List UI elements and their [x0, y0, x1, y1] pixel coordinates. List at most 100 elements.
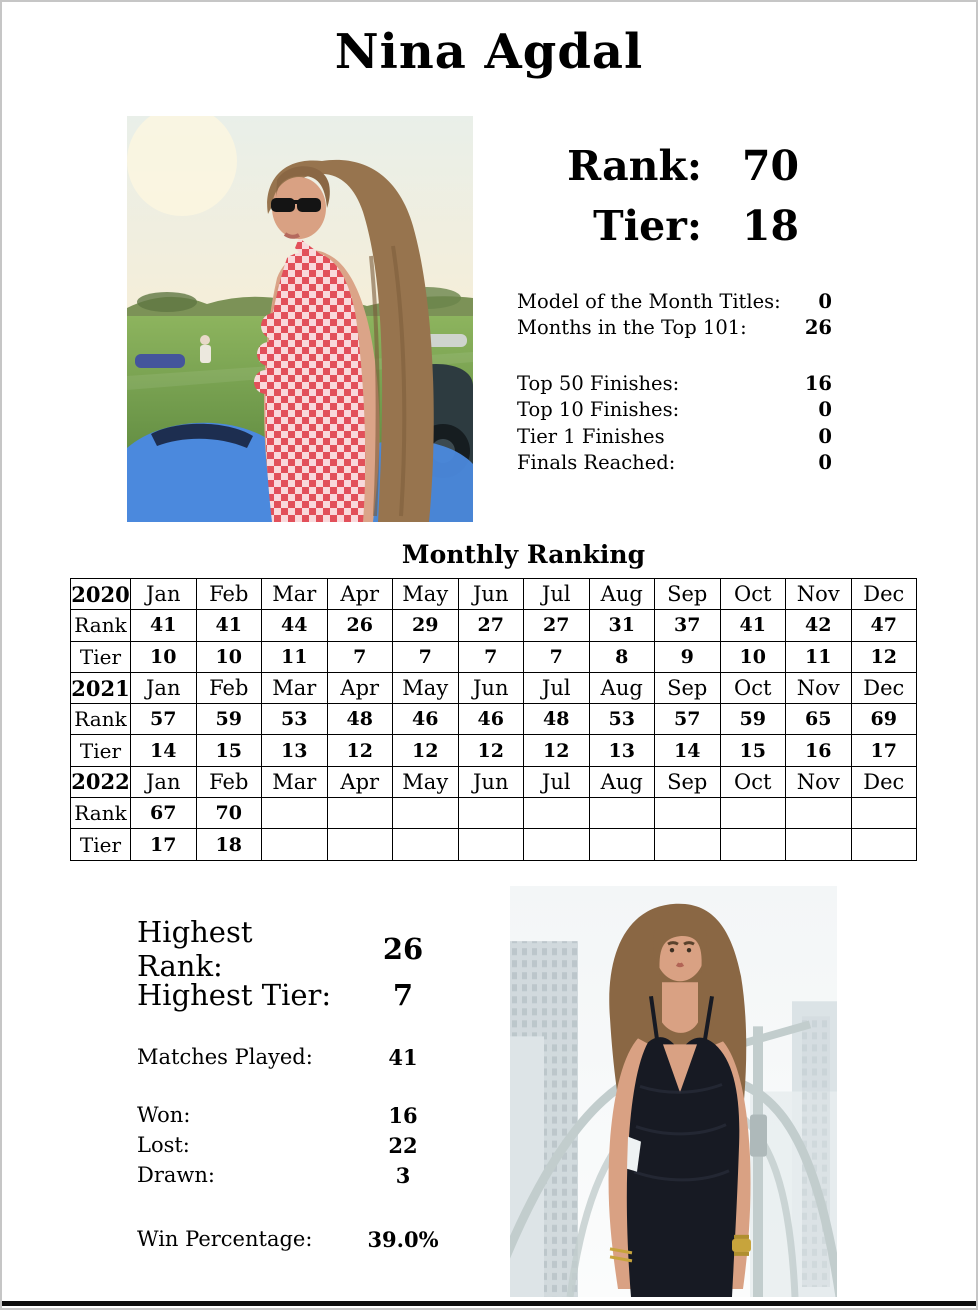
rank-value-cell: 29	[392, 609, 459, 642]
rank-value-cell: 26	[326, 609, 393, 642]
tier-value-cell	[523, 828, 590, 861]
month-cell: Jan	[130, 577, 197, 611]
rank-tier-block: Rank: 70 Tier: 18	[502, 136, 832, 256]
rank-value-cell: 59	[719, 703, 786, 736]
rank-value-cell: 53	[261, 703, 328, 736]
month-cell: Jun	[457, 765, 524, 799]
rank-label-cell: Rank	[70, 703, 131, 736]
rank-value-cell	[392, 797, 459, 830]
stat-label: Model of the Month Titles:	[517, 289, 781, 313]
tier-value-cell: 13	[588, 734, 655, 767]
month-cell: May	[392, 671, 459, 705]
table-row: Rank 67 70	[70, 797, 917, 830]
month-cell: Sep	[654, 577, 721, 611]
summary-stats: Model of the Month Titles: 0 Months in t…	[517, 288, 832, 476]
stat-row-model-of-month: Model of the Month Titles: 0	[517, 288, 832, 315]
spacer	[137, 1072, 459, 1100]
tier-value-cell	[719, 828, 786, 861]
tier-value-cell: 10	[195, 640, 262, 673]
rank-value-cell: 27	[523, 609, 590, 642]
month-cell: Jul	[523, 765, 590, 799]
month-cell: Feb	[195, 765, 262, 799]
right-photo-illustration	[510, 886, 837, 1297]
spacer	[137, 1190, 459, 1224]
rank-value-cell: 44	[261, 609, 328, 642]
month-cell: Jul	[523, 577, 590, 611]
rank-value-cell: 41	[195, 609, 262, 642]
stat-label: Top 10 Finishes:	[517, 398, 680, 422]
left-photo-illustration	[127, 116, 473, 522]
table-row: Tier 14 15 13 12 12 12 12 13 14 15 16 17	[70, 734, 917, 767]
tier-value-cell	[588, 828, 655, 861]
spacer	[517, 341, 832, 370]
stat-row-finals: Finals Reached: 0	[517, 450, 832, 477]
stat-row-months-top-101: Months in the Top 101: 26	[517, 315, 832, 342]
month-cell: Sep	[654, 671, 721, 705]
table-row: 2020 Jan Feb Mar Apr May Jun Jul Aug Sep Oct Nov Dec	[70, 577, 917, 611]
highest-rank-row: Highest Rank: 26	[137, 915, 459, 983]
stat-value: 0	[818, 398, 832, 422]
rank-value-cell: 46	[457, 703, 524, 736]
rank-value-cell: 57	[130, 703, 197, 736]
rank-value-cell	[785, 797, 852, 830]
matches-played-value: 41	[388, 1044, 418, 1070]
table-row: 2021 Jan Feb Mar Apr May Jun Jul Aug Sep Oct Nov Dec	[70, 671, 917, 705]
month-cell: May	[392, 577, 459, 611]
rank-value: 70	[742, 142, 800, 190]
month-cell: Feb	[195, 577, 262, 611]
month-cell: Mar	[261, 765, 328, 799]
rank-value-cell: 41	[130, 609, 197, 642]
month-cell: Nov	[785, 765, 852, 799]
month-cell: Apr	[326, 577, 393, 611]
rank-value-cell: 42	[785, 609, 852, 642]
tier-value: 18	[742, 202, 800, 250]
photo-left	[127, 116, 473, 522]
won-value: 16	[388, 1102, 418, 1128]
month-cell: Nov	[785, 577, 852, 611]
won-label: Won:	[137, 1103, 191, 1127]
monthly-ranking-table-wrap: 2020 Jan Feb Mar Apr May Jun Jul Aug Sep Oct Nov Dec…	[70, 577, 917, 861]
tier-label: Tier:	[593, 202, 702, 250]
won-row: Won: 16	[137, 1100, 459, 1130]
tier-value-cell: 12	[850, 640, 917, 673]
rank-value-cell: 37	[654, 609, 721, 642]
month-cell: Oct	[719, 765, 786, 799]
month-cell: Sep	[654, 765, 721, 799]
table-row: Rank 57 59 53 48 46 46 48 53 57 59 65 69	[70, 703, 917, 736]
tier-value-cell: 7	[392, 640, 459, 673]
tier-value-cell: 13	[261, 734, 328, 767]
rank-value-cell	[523, 797, 590, 830]
tier-value-cell: 18	[195, 828, 262, 861]
month-cell: Jun	[457, 577, 524, 611]
win-percentage-row: Win Percentage: 39.0%	[137, 1224, 459, 1254]
table-row: Rank 41 41 44 26 29 27 27 31 37 41 42 47	[70, 609, 917, 642]
rank-label-cell: Rank	[70, 797, 131, 830]
rank-value-cell: 70	[195, 797, 262, 830]
rank-row: Rank: 70	[502, 136, 832, 196]
month-cell: Mar	[261, 671, 328, 705]
month-cell: Aug	[588, 765, 655, 799]
tier-value-cell	[785, 828, 852, 861]
tier-value-cell: 8	[588, 640, 655, 673]
gold-watch	[732, 1234, 751, 1256]
stat-label: Finals Reached:	[517, 451, 676, 475]
tier-value-cell: 15	[719, 734, 786, 767]
stat-row-tier-1: Tier 1 Finishes 0	[517, 423, 832, 450]
rank-value-cell	[588, 797, 655, 830]
rank-value-cell	[261, 797, 328, 830]
tier-value-cell: 16	[785, 734, 852, 767]
rank-value-cell	[654, 797, 721, 830]
lost-label: Lost:	[137, 1133, 190, 1157]
sunglasses-icon	[271, 198, 321, 212]
rank-value-cell: 47	[850, 609, 917, 642]
rank-value-cell: 46	[392, 703, 459, 736]
month-cell: Mar	[261, 577, 328, 611]
monthly-ranking-table-body: 2020 Jan Feb Mar Apr May Jun Jul Aug Sep Oct Nov Dec…	[70, 577, 917, 861]
tier-row: Tier: 18	[502, 196, 832, 256]
highest-tier-row: Highest Tier: 7	[137, 972, 459, 1018]
year-cell: 2020	[70, 577, 131, 611]
tier-value-cell	[654, 828, 721, 861]
month-cell: Apr	[326, 765, 393, 799]
tier-value-cell: 7	[326, 640, 393, 673]
rank-value-cell: 27	[457, 609, 524, 642]
